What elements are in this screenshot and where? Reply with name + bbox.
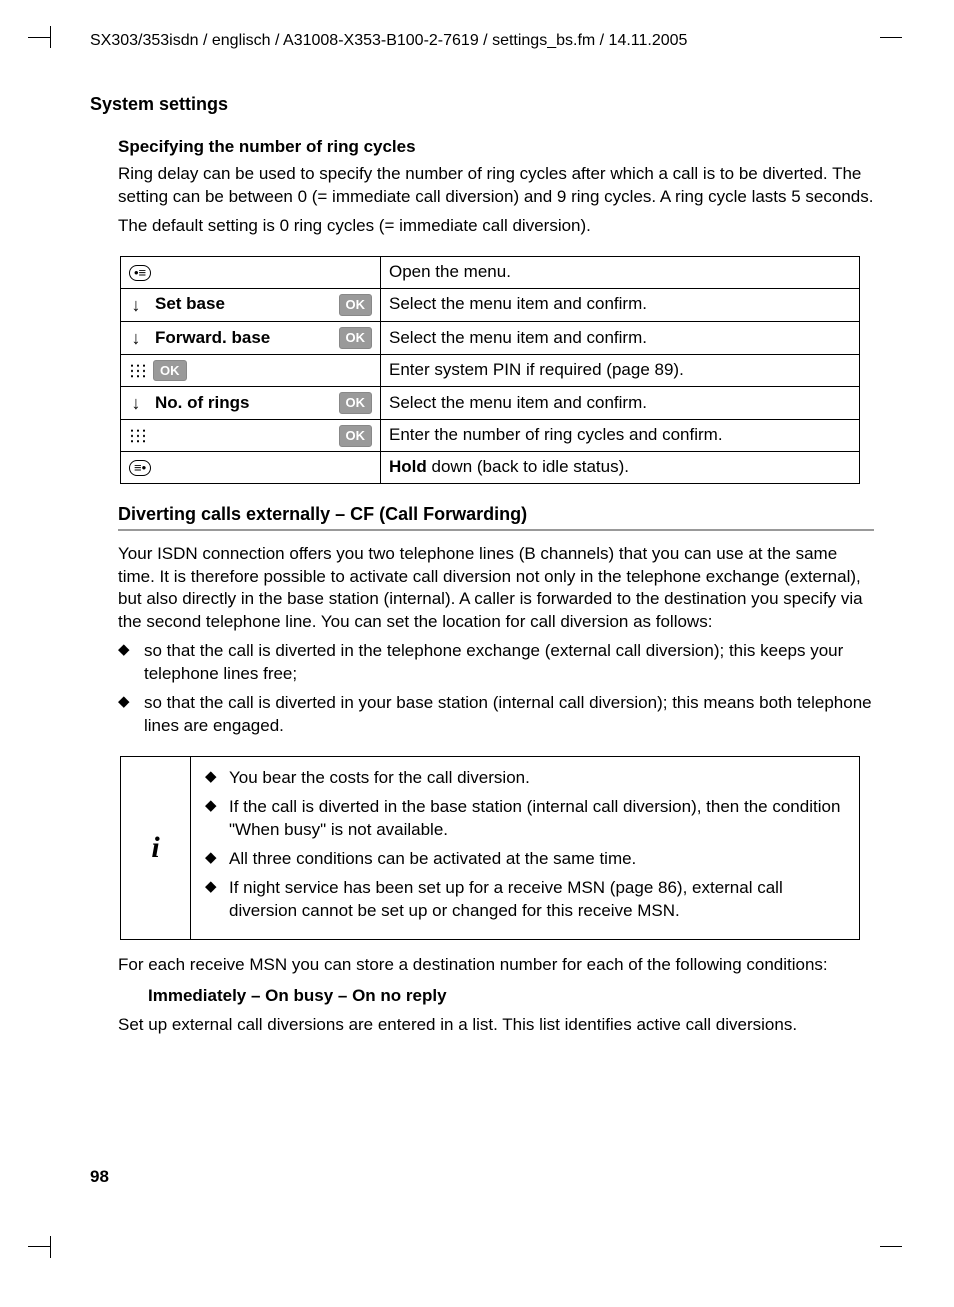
table-row: •≡ Open the menu. (121, 256, 860, 288)
step-desc: Select the menu item and confirm. (381, 288, 860, 321)
list-item: so that the call is diverted in your bas… (118, 692, 874, 738)
ok-badge: OK (339, 425, 373, 447)
keypad-icon (129, 428, 147, 444)
down-arrow-icon: ↓ (129, 326, 143, 350)
list-item: so that the call is diverted in the tele… (118, 640, 874, 686)
list-item: If night service has been set up for a r… (205, 877, 845, 923)
step-desc: Enter the number of ring cycles and conf… (381, 420, 860, 452)
menu-label: No. of rings (155, 392, 249, 415)
page-number: 98 (90, 1166, 109, 1189)
list-item: If the call is diverted in the base stat… (205, 796, 845, 842)
down-arrow-icon: ↓ (129, 391, 143, 415)
hangup-icon: ≡• (129, 460, 151, 476)
keypad-icon (129, 363, 147, 379)
header-path: SX303/353isdn / englisch / A31008-X353-B… (90, 30, 894, 52)
steps-table: •≡ Open the menu. ↓ Set base OK Select t… (120, 256, 860, 485)
table-row: ≡• Hold down (back to idle status). (121, 452, 860, 484)
list-item: You bear the costs for the call diversio… (205, 767, 845, 790)
table-row: ↓ Forward. base OK Select the menu item … (121, 321, 860, 354)
step-desc: Select the menu item and confirm. (381, 387, 860, 420)
down-arrow-icon: ↓ (129, 293, 143, 317)
step-desc: Select the menu item and confirm. (381, 321, 860, 354)
bullet-list-main: so that the call is diverted in the tele… (118, 640, 874, 738)
table-row: ↓ No. of rings OK Select the menu item a… (121, 387, 860, 420)
para-list-info: Set up external call diversions are ente… (118, 1014, 874, 1037)
menu-icon: •≡ (129, 265, 151, 281)
step-desc: Open the menu. (381, 256, 860, 288)
ok-badge: OK (339, 392, 373, 414)
section-heading-cf: Diverting calls externally – CF (Call Fo… (118, 502, 874, 530)
sub-heading-ring-cycles: Specifying the number of ring cycles (118, 136, 894, 159)
para-ring-delay: Ring delay can be used to specify the nu… (118, 163, 874, 209)
ok-badge: OK (339, 327, 373, 349)
table-row: OK Enter system PIN if required (page 89… (121, 355, 860, 387)
info-box: i You bear the costs for the call divers… (120, 756, 860, 940)
para-isdn-intro: Your ISDN connection offers you two tele… (118, 543, 874, 635)
para-default-setting: The default setting is 0 ring cycles (= … (118, 215, 874, 238)
para-msn-conditions: For each receive MSN you can store a des… (118, 954, 874, 977)
info-icon: i (121, 757, 191, 940)
info-content: You bear the costs for the call diversio… (191, 757, 860, 940)
ok-badge: OK (339, 294, 373, 316)
table-row: ↓ Set base OK Select the menu item and c… (121, 288, 860, 321)
step-desc: Hold down (back to idle status). (381, 452, 860, 484)
menu-label: Set base (155, 293, 225, 316)
step-desc: Enter system PIN if required (page 89). (381, 355, 860, 387)
menu-label: Forward. base (155, 327, 270, 350)
conditions-line: Immediately – On busy – On no reply (148, 985, 874, 1008)
list-item: All three conditions can be activated at… (205, 848, 845, 871)
page-title: System settings (90, 92, 894, 116)
table-row: OK Enter the number of ring cycles and c… (121, 420, 860, 452)
ok-badge: OK (153, 360, 187, 382)
